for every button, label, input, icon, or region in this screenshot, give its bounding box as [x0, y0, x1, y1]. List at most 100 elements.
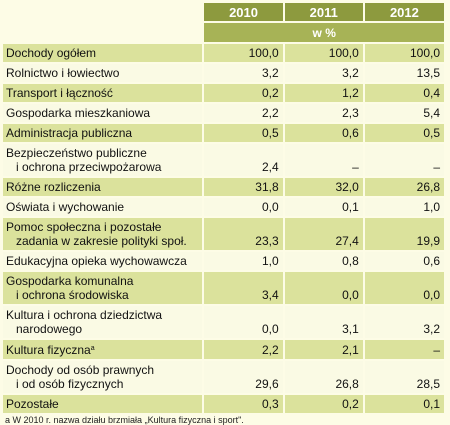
year-header-2012: 2012 [362, 3, 444, 22]
row-label: Edukacyjna opieka wychowawcza [3, 250, 204, 271]
row-label-line: i ochrona środowiska [16, 288, 129, 302]
row-label-line: Różne rozliczenia [6, 180, 101, 194]
value-cell-2012: 0,5 [362, 122, 444, 143]
year-header-2011: 2011 [282, 3, 364, 22]
value-cell-2010: 0,5 [202, 122, 284, 143]
row-label-line: Kultura fizyczna [6, 343, 91, 357]
value-cell-2010: 3,2 [202, 62, 284, 83]
row-label-line: Gospodarka mieszkaniowa [6, 106, 151, 120]
row-label-line: Transport i łączność [6, 86, 113, 100]
value-cell-2011: 100,0 [282, 42, 364, 63]
row-label: Pozostałe [3, 393, 204, 413]
value-cell-2010: 2,2 [202, 102, 284, 123]
year-header-2010: 2010 [202, 3, 284, 22]
value-cell-2010: 0,0 [202, 304, 284, 339]
table-row: Oświata i wychowanie 0,0 0,1 1,0 [3, 196, 444, 217]
value-cell-2012: – [362, 338, 444, 360]
value-cell-2012: 1,0 [362, 196, 444, 217]
value-cell-2010: 2,4 [202, 142, 284, 177]
row-label: Dochody od osób prawnych i od osób fizycz… [3, 359, 204, 394]
table-row: Pomoc społeczna i pozostałe zadania w zak… [3, 216, 444, 251]
row-label-line: Pozostałe [6, 397, 59, 411]
table-header: 2010 2011 2012 w % [3, 3, 444, 43]
value-cell-2012: – [362, 142, 444, 177]
table-row: Edukacyjna opieka wychowawcza 1,0 0,8 0,6 [3, 250, 444, 271]
table-row: Pozostałe 0,3 0,2 0,1 [3, 393, 444, 413]
value-cell-2011: – [282, 142, 364, 177]
row-label-line: Administracja publiczna [6, 126, 133, 140]
table-row: Dochody od osób prawnych i od osób fizycz… [3, 359, 444, 394]
table-row: Dochody ogółem 100,0 100,0 100,0 [3, 42, 444, 63]
income-structure-table-wrap: 2010 2011 2012 w % Dochody ogółem 100,0 10… [0, 3, 450, 425]
row-label-line: Oświata i wychowanie [6, 200, 125, 214]
table-row: Kultura i ochrona dziedzictwa narodowego 0… [3, 304, 444, 339]
value-cell-2010: 23,3 [202, 216, 284, 251]
value-cell-2010: 0,2 [202, 82, 284, 103]
table-row: Bezpieczeństwo publiczne i ochrona przeci… [3, 142, 444, 177]
row-label-line: Kultura i ochrona dziedzictwa [6, 308, 163, 322]
value-cell-2012: 13,5 [362, 62, 444, 83]
table-row: Gospodarka mieszkaniowa 2,2 2,3 5,4 [3, 102, 444, 123]
value-cell-2011: 3,2 [282, 62, 364, 83]
row-label: Kultura i ochrona dziedzictwa narodowego [3, 304, 204, 339]
value-cell-2011: 26,8 [282, 359, 364, 394]
row-label: Pomoc społeczna i pozostałe zadania w zak… [3, 216, 204, 251]
table-row: Gospodarka komunalna i ochrona środowiska… [3, 270, 444, 305]
value-cell-2012: 19,9 [362, 216, 444, 251]
header-blank-cell [3, 3, 203, 22]
value-cell-2010: 3,4 [202, 270, 284, 305]
footnote-marker: a [90, 345, 95, 352]
value-cell-2011: 0,6 [282, 122, 364, 143]
value-cell-2010: 1,0 [202, 250, 284, 271]
unit-header: w % [202, 21, 444, 43]
row-label-line: zadania w zakresie polityki społ. [16, 234, 187, 248]
row-label: Transport i łączność [3, 82, 204, 103]
value-cell-2010: 0,0 [202, 196, 284, 217]
value-cell-2012: 3,2 [362, 304, 444, 339]
table-row: Kultura fizycznaa 2,2 2,1– [3, 338, 444, 360]
row-label-line: Gospodarka komunalna [6, 274, 134, 288]
value-cell-2011: 32,0 [282, 176, 364, 197]
row-label-line: Rolnictwo i łowiectwo [6, 66, 120, 80]
row-label-line: Bezpieczeństwo publiczne [6, 146, 147, 160]
row-label-line: Dochody od osób prawnych [6, 363, 155, 377]
table-row: Różne rozliczenia 31,8 32,0 26,8 [3, 176, 444, 197]
value-cell-2011: 1,2 [282, 82, 364, 103]
value-cell-2010: 0,3 [202, 393, 284, 413]
value-cell-2011: 2,3 [282, 102, 364, 123]
income-structure-table: 2010 2011 2012 w % Dochody ogółem 100,0 10… [3, 3, 444, 413]
row-label: Rolnictwo i łowiectwo [3, 62, 204, 83]
table-row: Transport i łączność 0,2 1,2 0,4 [3, 82, 444, 103]
row-label-line: Dochody ogółem [6, 46, 97, 60]
value-cell-2012: 0,6 [362, 250, 444, 271]
value-cell-2011: 0,1 [282, 196, 364, 217]
table-row: Rolnictwo i łowiectwo 3,2 3,2 13,5 [3, 62, 444, 83]
unit-header-row: w % [3, 21, 444, 43]
row-label: Oświata i wychowanie [3, 196, 204, 217]
value-cell-2011: 0,2 [282, 393, 364, 413]
value-cell-2012: 0,0 [362, 270, 444, 305]
value-cell-2011: 0,0 [282, 270, 364, 305]
value-cell-2012: 100,0 [362, 42, 444, 63]
row-label: Kultura fizycznaa [3, 338, 204, 360]
row-label: Gospodarka mieszkaniowa [3, 102, 204, 123]
row-label-line: Edukacyjna opieka wychowawcza [6, 254, 187, 268]
table-body: Dochody ogółem 100,0 100,0 100,0 Rolnictwo i… [3, 42, 444, 413]
value-cell-2012: 26,8 [362, 176, 444, 197]
value-cell-2010: 2,2 [202, 338, 284, 360]
unit-blank-cell [3, 22, 203, 43]
row-label-line: i ochrona przeciwpożarowa [16, 160, 162, 174]
row-label: Bezpieczeństwo publiczne i ochrona przeci… [3, 142, 204, 177]
value-cell-2012: 0,4 [362, 82, 444, 103]
row-label-line: Pomoc społeczna i pozostałe [6, 220, 162, 234]
table-row: Administracja publiczna 0,5 0,6 0,5 [3, 122, 444, 143]
row-label: Dochody ogółem [3, 42, 204, 63]
value-cell-2010: 31,8 [202, 176, 284, 197]
row-label-line: i od osób fizycznych [16, 377, 124, 391]
value-cell-2011: 3,1 [282, 304, 364, 339]
value-cell-2012: 28,5 [362, 359, 444, 394]
value-cell-2011: 0,8 [282, 250, 364, 271]
value-cell-2010: 29,6 [202, 359, 284, 394]
row-label: Różne rozliczenia [3, 176, 204, 197]
value-cell-2012: 0,1 [362, 393, 444, 413]
